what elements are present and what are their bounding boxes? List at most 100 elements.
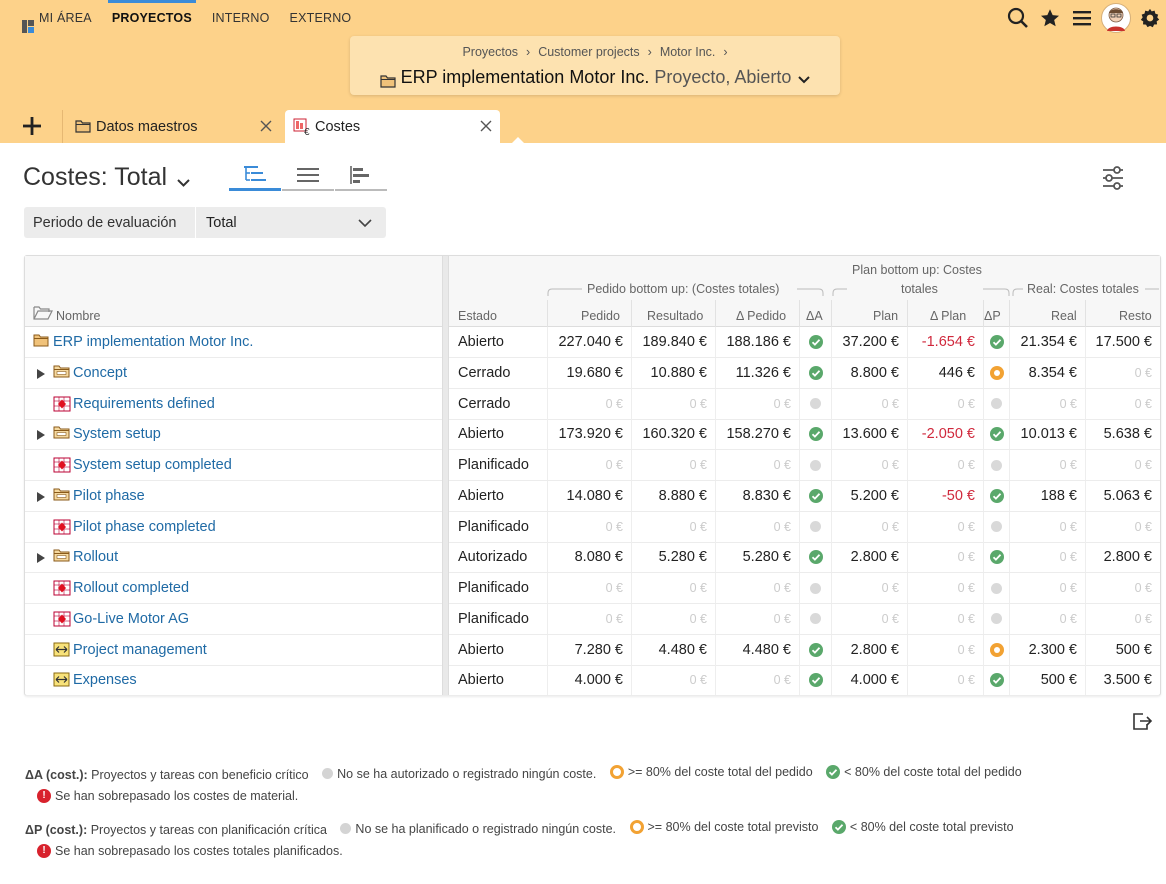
row-dplan-value: -2.050 €: [907, 419, 983, 450]
column-header-real[interactable]: Real: [1051, 309, 1077, 323]
row-dpedido-value: 0 €: [715, 573, 799, 603]
row-delta-a-status: [799, 388, 831, 419]
export-button[interactable]: [1131, 711, 1153, 736]
table-row[interactable]: System setup Abierto 173.920 €160.320 €158…: [25, 419, 1160, 451]
row-name-link[interactable]: Rollout: [73, 549, 119, 566]
orange-circle-icon: [609, 765, 624, 779]
breadcrumb-item[interactable]: Motor Inc.: [659, 45, 716, 59]
column-header-plan[interactable]: Plan: [873, 309, 899, 323]
grey-dot-icon: [810, 582, 821, 594]
column-header-delta-a[interactable]: ΔA: [806, 309, 823, 323]
nav-proyectos[interactable]: PROYECTOS: [102, 0, 202, 36]
tab-datos-maestros[interactable]: Datos maestros: [62, 110, 280, 143]
menu-icon[interactable]: [1066, 2, 1098, 34]
column-settings-button[interactable]: [1100, 165, 1126, 196]
grey-dot-icon: [810, 613, 821, 625]
legend-title: ΔA (cost.):: [25, 768, 88, 782]
row-resultado-value: 0 €: [631, 573, 715, 603]
breadcrumb-separator: ›: [647, 45, 652, 59]
row-name-link[interactable]: Expenses: [73, 672, 137, 689]
project-title[interactable]: ERP implementation Motor Inc. Proyecto, …: [350, 66, 840, 89]
add-tab-button[interactable]: [16, 112, 48, 140]
breadcrumb-separator: ›: [526, 45, 531, 59]
table-row[interactable]: Rollout Autorizado 8.080 €5.280 €5.280 €2.…: [25, 542, 1160, 574]
table-row[interactable]: Rollout completed Planificado 0 €0 €0 €0 €…: [25, 573, 1160, 604]
row-name-link[interactable]: Concept: [73, 364, 128, 381]
row-plan-value: 2.800 €: [831, 634, 907, 665]
legend-item-red: ! Se han sobrepasado los costes de materi…: [37, 789, 298, 803]
project-status: Proyecto, Abierto: [654, 67, 792, 87]
search-icon[interactable]: [1002, 2, 1034, 34]
orange-circle-icon: [989, 365, 1004, 380]
grey-dot-icon: [991, 459, 1002, 471]
table-row[interactable]: Pilot phase completed Planificado 0 €0 €0 …: [25, 511, 1160, 543]
nav-externo[interactable]: EXTERNO: [280, 0, 362, 36]
expand-arrow-icon[interactable]: [37, 368, 45, 379]
list-view-button[interactable]: [282, 160, 334, 191]
column-header-pedido[interactable]: Pedido: [581, 309, 620, 323]
row-delta-p-status: [983, 450, 1009, 480]
row-name-link[interactable]: Pilot phase completed: [73, 518, 216, 535]
row-pedido-value: 14.080 €: [547, 480, 631, 511]
expand-arrow-icon[interactable]: [37, 430, 45, 441]
row-delta-p-status: [983, 388, 1009, 419]
view-title[interactable]: Costes: Total: [23, 161, 190, 194]
grey-dot-icon: [991, 398, 1002, 410]
row-name-link[interactable]: Rollout completed: [73, 580, 190, 596]
row-name-link[interactable]: Pilot phase: [73, 487, 145, 504]
gantt-view-button[interactable]: [335, 160, 387, 191]
tab-costes[interactable]: € Costes: [285, 110, 500, 143]
row-name-link[interactable]: System setup: [73, 426, 161, 443]
column-header-estado[interactable]: Estado: [458, 309, 497, 323]
row-estado: Planificado: [458, 610, 529, 627]
row-delta-a-status: [799, 603, 831, 634]
nav-mi-area[interactable]: MI ÁREA: [0, 0, 102, 36]
table-row[interactable]: Requirements defined Cerrado 0 €0 €0 €0 €0…: [25, 388, 1160, 420]
table-row[interactable]: Concept Cerrado 19.680 €10.880 €11.326 € 8.…: [25, 357, 1160, 389]
avatar[interactable]: [1101, 3, 1131, 33]
period-select[interactable]: Periodo de evaluación Total: [24, 207, 386, 238]
column-splitter[interactable]: [442, 256, 449, 695]
close-icon[interactable]: [480, 116, 492, 137]
column-header-resto[interactable]: Resto: [1119, 309, 1152, 323]
column-header-delta-plan[interactable]: Δ Plan: [930, 309, 967, 323]
expand-arrow-icon[interactable]: [37, 553, 45, 564]
table-row[interactable]: Project management Abierto 7.280 €4.480 €4…: [25, 634, 1160, 666]
nav-label: MI ÁREA: [39, 11, 92, 25]
header-group-brackets: [547, 288, 1159, 296]
row-dplan-value: 0 €: [907, 665, 983, 696]
close-icon[interactable]: [260, 116, 272, 137]
phase-folder-icon-glyph: [53, 549, 70, 562]
row-name-link[interactable]: Go-Live Motor AG: [73, 610, 190, 627]
row-estado: Cerrado: [458, 364, 511, 381]
row-real-value: 0 €: [1009, 388, 1085, 419]
table-row[interactable]: Pilot phase Abierto 14.080 €8.880 €8.830 €…: [25, 480, 1160, 512]
legend-text: Se han sobrepasado los costes de materia…: [55, 789, 299, 803]
legend-delta-a: ΔA (cost.): Proyectos y tareas con benef…: [25, 765, 1022, 782]
gear-icon[interactable]: [1134, 2, 1166, 34]
folder-icon: [379, 72, 396, 88]
table-row[interactable]: ERP implementation Motor Inc. Abierto 227.…: [25, 327, 1160, 358]
column-header-delta-pedido[interactable]: Δ Pedido: [736, 309, 787, 323]
table-row[interactable]: System setup completed Planificado 0 €0 €0…: [25, 450, 1160, 481]
table-row[interactable]: Expenses Abierto 4.000 €0 €0 €4.000 €0 €50…: [25, 665, 1160, 697]
column-header-delta-p[interactable]: ΔP: [984, 309, 1001, 323]
column-header-resultado[interactable]: Resultado: [647, 309, 704, 323]
row-name-link[interactable]: ERP implementation Motor Inc.: [53, 334, 254, 350]
row-name-link[interactable]: System setup completed: [73, 457, 232, 473]
row-delta-a-status: [799, 450, 831, 480]
star-icon[interactable]: [1034, 2, 1066, 34]
nav-label: EXTERNO: [289, 11, 352, 25]
table-row[interactable]: Go-Live Motor AG Planificado 0 €0 €0 €0 €0…: [25, 603, 1160, 635]
row-delta-p-status: [983, 511, 1009, 542]
row-name-link[interactable]: Requirements defined: [73, 395, 215, 412]
row-name-link[interactable]: Project management: [73, 641, 207, 658]
row-estado: Abierto: [458, 641, 504, 658]
tree-view-button[interactable]: [229, 160, 281, 191]
column-header-nombre[interactable]: Nombre: [56, 309, 101, 323]
expand-arrow-icon[interactable]: [37, 491, 45, 502]
row-dplan-value: 446 €: [907, 357, 983, 388]
breadcrumb-item[interactable]: Customer projects: [538, 45, 640, 59]
nav-interno[interactable]: INTERNO: [202, 0, 280, 36]
breadcrumb-item[interactable]: Proyectos: [462, 45, 519, 59]
